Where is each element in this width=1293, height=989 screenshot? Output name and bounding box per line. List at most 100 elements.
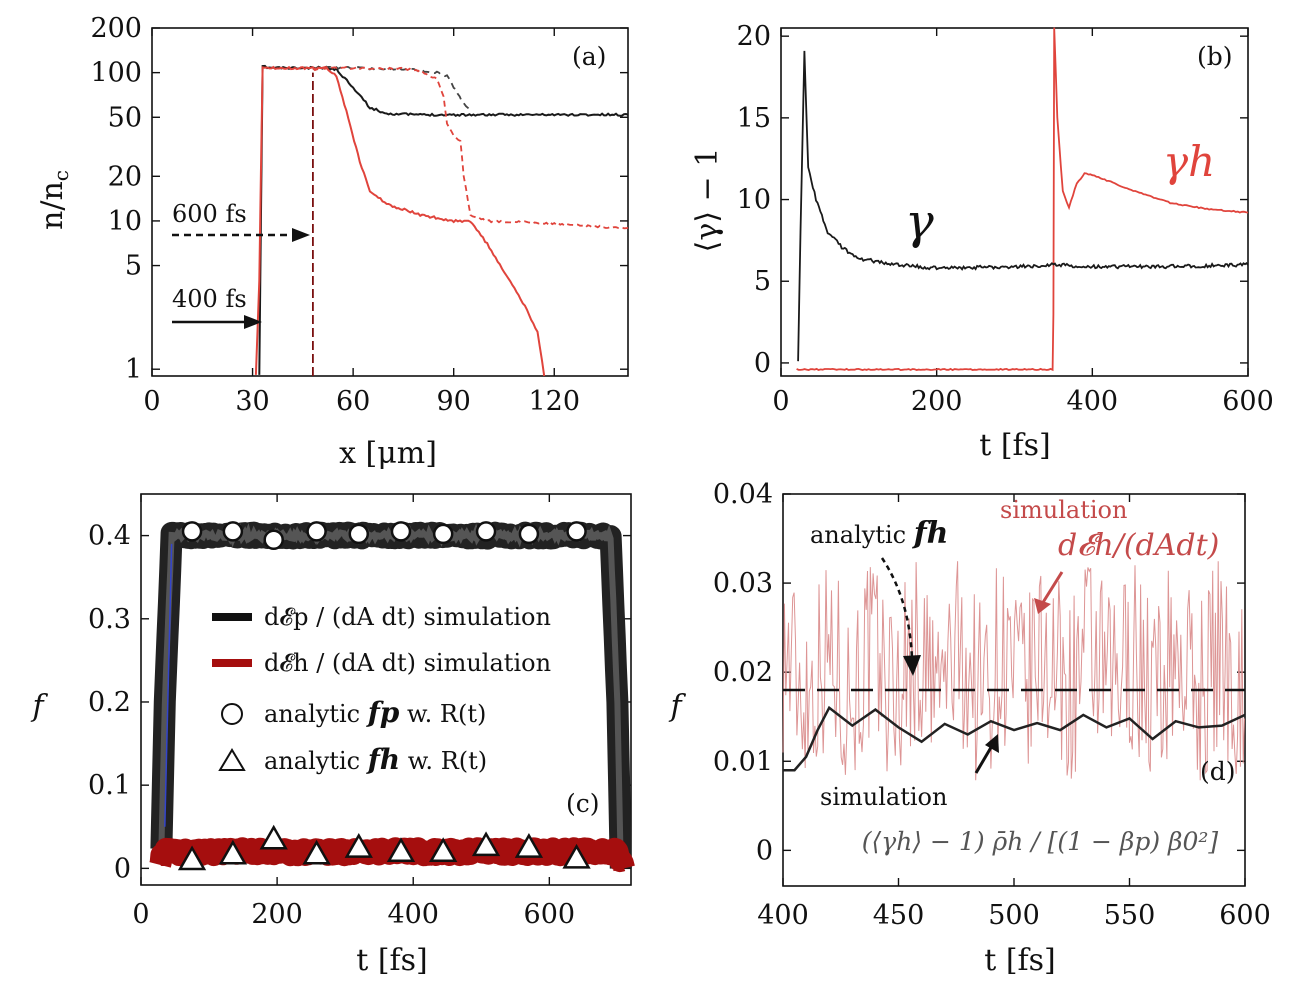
marker-fh xyxy=(514,833,544,858)
x-tick-label: 0 xyxy=(143,386,160,417)
marker-fp xyxy=(390,521,412,542)
x-tick-label: 0 xyxy=(132,899,149,930)
x-tick-label: 450 xyxy=(873,900,925,931)
y-tick-label: 0.03 xyxy=(713,568,773,599)
y-tick-label: 0.01 xyxy=(713,746,773,777)
x-tick-label: 90 xyxy=(437,386,471,417)
marker-fp xyxy=(263,529,284,551)
edge-blue xyxy=(164,543,173,827)
marker-fh xyxy=(259,824,288,850)
panel-c: 0 200 400 600 0 0.1 0.2 0.3 0.4 d𝓔p / (dA dt) si… xyxy=(30,493,635,978)
arrowhead-simulation-black xyxy=(985,734,999,753)
marker-fp xyxy=(432,523,454,545)
y-tick-label: 20 xyxy=(737,21,771,52)
arrowhead-600fs xyxy=(292,228,310,242)
arrow-simulation-black xyxy=(974,743,995,774)
marker-fh xyxy=(471,831,501,857)
series-line-gamma xyxy=(797,50,1249,362)
x-axis-label: x [μm] xyxy=(339,436,437,471)
x-tick-label: 500 xyxy=(988,900,1040,931)
marker-fp xyxy=(475,521,497,542)
annotation-400fs: 400 fs xyxy=(172,285,247,313)
annotation-simulation-red: simulation xyxy=(1000,496,1127,524)
series-line-gamma-h xyxy=(796,27,1249,372)
marker-fp xyxy=(181,521,203,542)
annotation-600fs: 600 fs xyxy=(172,200,247,228)
x-tick-label: 600 xyxy=(1222,386,1274,417)
annotation-gamma: γ xyxy=(905,194,934,250)
legend-label-ep: d𝓔p / (dA dt) simulation xyxy=(264,603,551,631)
y-tick-label: 0.3 xyxy=(88,604,131,635)
y-tick-label: 0 xyxy=(756,835,773,866)
x-axis-label: t [fs] xyxy=(356,943,428,978)
panel-label: (b) xyxy=(1197,42,1233,71)
panel-label: (d) xyxy=(1200,757,1236,786)
y-tick-label: 5 xyxy=(754,266,771,297)
marker-fh xyxy=(429,837,458,862)
annotation-simulation-black: simulation xyxy=(820,783,947,811)
x-tick-label: 60 xyxy=(336,386,370,417)
panel-b: 0 200 400 600 0 5 10 15 20 γ γh (b) t [fs] ⟨γ⟩ − … xyxy=(690,21,1274,463)
panel-label: (c) xyxy=(566,789,600,818)
marker-fh xyxy=(344,833,373,858)
legend-marker-fp xyxy=(221,703,243,725)
legend-label-fh: analytic fh w. R(t) xyxy=(264,743,487,776)
series-line-eh-simulation xyxy=(782,561,1245,781)
y-axis-label: ⟨γ⟩ − 1 xyxy=(690,148,725,253)
y-axis-label: f xyxy=(668,689,686,724)
x-tick-label: 550 xyxy=(1104,900,1156,931)
arrowhead-analytic xyxy=(903,655,921,676)
marker-fh xyxy=(562,843,591,869)
y-tick-label: 15 xyxy=(737,103,771,134)
annotation-analytic-fh: analytic fh xyxy=(810,516,948,551)
x-axis-label: t [fs] xyxy=(984,943,1056,978)
y-tick-label: 1 xyxy=(125,354,142,385)
y-axis-label: f xyxy=(30,689,48,724)
plot-frame xyxy=(151,27,629,377)
y-tick-label: 0 xyxy=(114,853,131,884)
y-axis-label: n/nc xyxy=(35,170,73,230)
x-tick-label: 400 xyxy=(387,899,439,930)
y-tick-label: 0.04 xyxy=(713,479,773,510)
x-tick-label: 600 xyxy=(1219,900,1271,931)
x-tick-label: 600 xyxy=(524,899,576,930)
x-axis-label: t [fs] xyxy=(979,428,1051,463)
series-line-gamma-model xyxy=(783,705,1246,772)
y-tick-label: 0.1 xyxy=(88,770,131,801)
marker-fh xyxy=(302,839,331,865)
y-tick-label: 0.02 xyxy=(713,657,773,688)
y-tick-label: 200 xyxy=(90,13,142,44)
arrowhead-simulation-red xyxy=(1034,598,1051,614)
marker-fh xyxy=(386,837,416,862)
marker-fp xyxy=(566,521,587,542)
x-tick-label: 30 xyxy=(235,386,269,417)
arrowhead-400fs xyxy=(244,315,262,329)
y-tick-label: 100 xyxy=(90,58,142,89)
marker-fp xyxy=(518,523,540,545)
panel-label: (a) xyxy=(572,42,606,71)
plot-frame xyxy=(780,27,1249,377)
x-tick-label: 200 xyxy=(251,899,303,930)
marker-fp xyxy=(306,521,327,542)
annotation-model-formula: (⟨γh⟩ − 1) ρ̄h / [(1 − βp) β0²] xyxy=(862,827,1219,856)
panel-d: 400 450 500 550 600 0 0.01 0.02 0.03 0.04 analyti… xyxy=(668,479,1270,978)
legend-label-eh: d𝓔h / (dA dt) simulation xyxy=(264,649,551,677)
y-tick-label: 20 xyxy=(108,161,142,192)
legend-label-fp: analytic fp w. R(t) xyxy=(264,696,486,729)
plot-frame xyxy=(140,493,632,886)
x-tick-label: 0 xyxy=(772,386,789,417)
marker-fh xyxy=(177,845,207,871)
series-line xyxy=(312,66,629,230)
x-tick-label: 120 xyxy=(528,386,580,417)
y-tick-label: 5 xyxy=(125,251,142,282)
panel-a: 0 30 60 90 120 1 5 10 20 50 100 200 600 fs 400 fs (a… xyxy=(35,13,629,471)
annotation-gamma-h: γh xyxy=(1163,137,1215,186)
y-tick-label: 0 xyxy=(754,348,771,379)
legend-marker-fh xyxy=(218,748,246,771)
y-tick-label: 50 xyxy=(108,102,142,133)
y-tick-label: 10 xyxy=(108,206,142,237)
y-tick-label: 10 xyxy=(737,185,771,216)
series-line xyxy=(254,65,546,377)
x-tick-label: 200 xyxy=(911,386,963,417)
